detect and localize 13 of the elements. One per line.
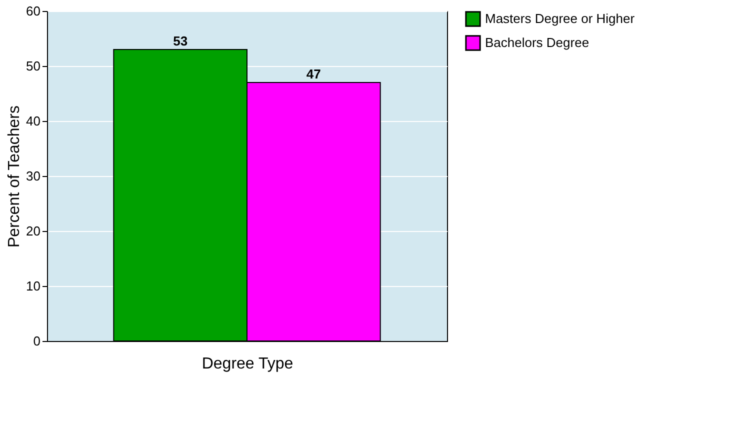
y-tick-label: 20	[26, 224, 40, 238]
y-tick-label: 10	[26, 278, 40, 294]
y-tick-label: 30	[26, 168, 40, 184]
x-axis-title: Degree Type	[202, 356, 294, 372]
legend-label: Bachelors Degree	[485, 35, 590, 50]
legend-label: Masters Degree or Higher	[485, 11, 636, 26]
y-axis-title: Percent of Teachers	[6, 105, 24, 248]
data-label: 47	[306, 66, 321, 82]
data-label: 53	[173, 34, 188, 48]
y-tick-label: 60	[26, 4, 40, 18]
y-tick-label: 50	[26, 58, 40, 74]
y-tick-label: 40	[26, 114, 40, 128]
y-tick-label: 0	[33, 334, 40, 348]
